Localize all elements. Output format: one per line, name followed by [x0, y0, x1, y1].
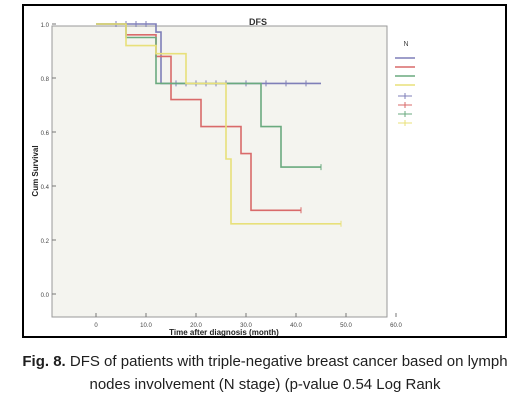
- x-tick-label: 50.0: [340, 323, 352, 329]
- x-tick-label: 10.0: [140, 323, 152, 329]
- y-tick-label: 0.8: [41, 77, 50, 83]
- caption-label: Fig. 8.: [22, 353, 66, 370]
- km-chart: DFS 0.0 0.2 0.4 0.6 0.8 1.0 0 10.0 20.0 30.0 40.0 50…: [31, 17, 415, 336]
- figure-caption: Fig. 8. DFS of patients with triple-nega…: [0, 350, 530, 396]
- y-axis-label: Cum Survival: [31, 145, 40, 196]
- y-tick-label: 0.2: [41, 239, 50, 245]
- y-tick-label: 0.0: [41, 293, 50, 299]
- x-tick-label: 0: [94, 323, 98, 329]
- plot-area: [51, 25, 388, 318]
- y-tick-label: 0.4: [41, 185, 50, 191]
- series-line-2: [96, 23, 301, 212]
- caption-text: DFS of patients with triple-negative bre…: [65, 353, 508, 393]
- series-line-4: [96, 23, 341, 225]
- chart-title: DFS: [249, 17, 267, 27]
- y-tick-label: 1.0: [41, 23, 50, 29]
- x-tick-label: 40.0: [290, 323, 302, 329]
- x-axis-label: Time after diagnosis (month): [169, 328, 279, 336]
- x-tick-label: 30.0: [240, 323, 252, 329]
- figure-frame: DFS 0.0 0.2 0.4 0.6 0.8 1.0 0 10.0 20.0 30.0 40.0 50…: [22, 4, 507, 338]
- x-tick-label: 60.0: [390, 323, 402, 329]
- x-tick-label: 20.0: [190, 323, 202, 329]
- y-tick-label: 0.6: [41, 131, 50, 137]
- legend-title: N: [403, 41, 408, 48]
